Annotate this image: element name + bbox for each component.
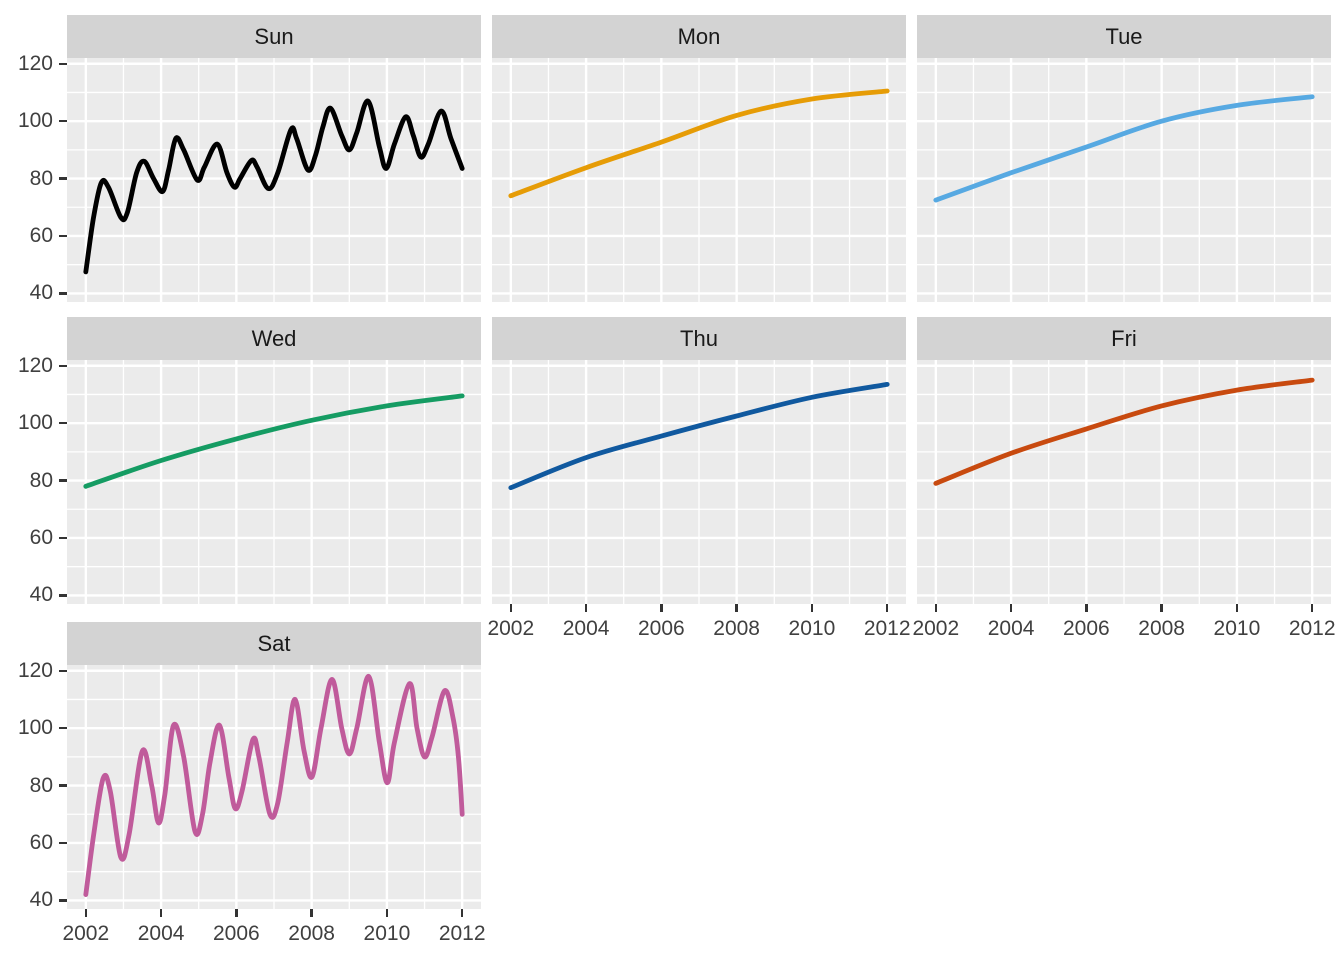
series-line-mon bbox=[508, 88, 890, 199]
facet-panel-sun bbox=[67, 58, 481, 302]
x-tick-label: 2010 bbox=[1213, 617, 1261, 640]
x-axis-tick bbox=[584, 604, 588, 612]
x-tick-label: 2012 bbox=[438, 922, 486, 945]
x-axis-tick bbox=[460, 909, 464, 917]
y-axis-tick bbox=[59, 292, 67, 295]
x-axis-tick bbox=[84, 909, 87, 917]
x-tick-label: 2008 bbox=[713, 617, 760, 640]
y-tick-label: 100 bbox=[17, 109, 53, 133]
y-axis-tick bbox=[59, 177, 67, 180]
x-tick-label: 2002 bbox=[487, 617, 535, 640]
facet-strip-tue: Tue bbox=[917, 15, 1331, 58]
series-line-sat bbox=[83, 674, 465, 897]
y-tick-label: 60 bbox=[29, 223, 53, 247]
x-axis-tick bbox=[934, 604, 937, 612]
y-tick-label: 80 bbox=[29, 773, 53, 797]
y-tick-label: 40 bbox=[29, 281, 53, 305]
x-tick-label: 2008 bbox=[1138, 617, 1185, 640]
facet-strip-fri: Fri bbox=[917, 317, 1331, 360]
x-axis-tick bbox=[1160, 604, 1163, 612]
y-axis-tick bbox=[59, 726, 67, 730]
facet-panel-fri bbox=[917, 360, 1331, 604]
y-tick-label: 40 bbox=[29, 888, 53, 912]
x-tick-label: 2002 bbox=[62, 922, 110, 945]
y-axis-tick bbox=[59, 536, 67, 540]
x-axis-tick bbox=[885, 604, 889, 612]
x-axis-tick bbox=[509, 604, 512, 612]
y-axis-tick bbox=[59, 421, 67, 425]
facet-panel-tue bbox=[917, 58, 1331, 302]
facet-panel-thu bbox=[492, 360, 906, 604]
x-tick-label: 2006 bbox=[1063, 617, 1110, 640]
y-axis-tick bbox=[59, 62, 67, 65]
x-tick-label: 2012 bbox=[863, 617, 911, 640]
x-axis-tick bbox=[159, 909, 163, 917]
y-tick-label: 120 bbox=[17, 658, 53, 682]
y-axis-tick bbox=[59, 899, 67, 902]
y-axis-tick bbox=[59, 784, 67, 787]
x-tick-label: 2006 bbox=[638, 617, 685, 640]
facet-strip-label: Mon bbox=[677, 23, 721, 49]
facet-strip-thu: Thu bbox=[492, 317, 906, 360]
y-axis-tick bbox=[59, 841, 67, 845]
facet-strip-label: Fri bbox=[1111, 325, 1137, 351]
x-axis-tick bbox=[1310, 604, 1314, 612]
y-tick-label: 120 bbox=[17, 51, 53, 75]
series-line-sun bbox=[83, 98, 465, 275]
facet-strip-mon: Mon bbox=[492, 15, 906, 58]
x-tick-label: 2006 bbox=[213, 922, 260, 945]
y-axis-tick bbox=[59, 234, 67, 238]
facet-strip-label: Wed bbox=[251, 325, 297, 351]
y-axis-tick bbox=[59, 479, 67, 482]
facet-strip-label: Sun bbox=[254, 23, 294, 49]
x-tick-label: 2010 bbox=[788, 617, 836, 640]
facet-panel-mon bbox=[492, 58, 906, 302]
series-line-wed bbox=[83, 393, 465, 489]
series-line-tue bbox=[933, 94, 1315, 203]
y-tick-label: 60 bbox=[29, 830, 53, 854]
x-axis-tick bbox=[1009, 604, 1013, 612]
x-axis-tick bbox=[735, 604, 738, 612]
x-tick-label: 2004 bbox=[137, 922, 185, 945]
facet-strip-sun: Sun bbox=[67, 15, 481, 58]
y-axis-tick bbox=[59, 119, 67, 123]
x-axis-tick bbox=[385, 909, 389, 917]
facet-strip-label: Sat bbox=[257, 630, 291, 656]
series-line-fri bbox=[933, 377, 1315, 486]
y-tick-label: 60 bbox=[29, 525, 53, 549]
y-axis-tick bbox=[59, 364, 67, 367]
x-axis-tick bbox=[660, 604, 663, 612]
x-axis-tick bbox=[1085, 604, 1088, 612]
x-tick-label: 2004 bbox=[562, 617, 610, 640]
y-tick-label: 80 bbox=[29, 166, 53, 190]
y-tick-label: 40 bbox=[29, 583, 53, 607]
series-line-thu bbox=[508, 382, 890, 491]
y-tick-label: 120 bbox=[17, 353, 53, 377]
y-tick-label: 100 bbox=[17, 411, 53, 435]
x-axis-tick bbox=[810, 604, 814, 612]
facet-strip-sat: Sat bbox=[67, 622, 481, 665]
x-tick-label: 2002 bbox=[912, 617, 960, 640]
x-tick-label: 2008 bbox=[288, 922, 335, 945]
x-axis-tick bbox=[235, 909, 238, 917]
facet-panel-sat bbox=[67, 665, 481, 909]
x-axis-tick bbox=[1235, 604, 1239, 612]
y-tick-label: 100 bbox=[17, 716, 53, 740]
y-axis-tick bbox=[59, 669, 67, 672]
facet-strip-label: Thu bbox=[680, 325, 718, 351]
facet-panel-wed bbox=[67, 360, 481, 604]
x-tick-label: 2004 bbox=[987, 617, 1035, 640]
x-axis-tick bbox=[310, 909, 313, 917]
y-axis-tick bbox=[59, 594, 67, 597]
facet-strip-wed: Wed bbox=[67, 317, 481, 360]
y-tick-label: 80 bbox=[29, 468, 53, 492]
facet-strip-label: Tue bbox=[1105, 23, 1143, 49]
x-tick-label: 2010 bbox=[363, 922, 411, 945]
x-tick-label: 2012 bbox=[1288, 617, 1336, 640]
